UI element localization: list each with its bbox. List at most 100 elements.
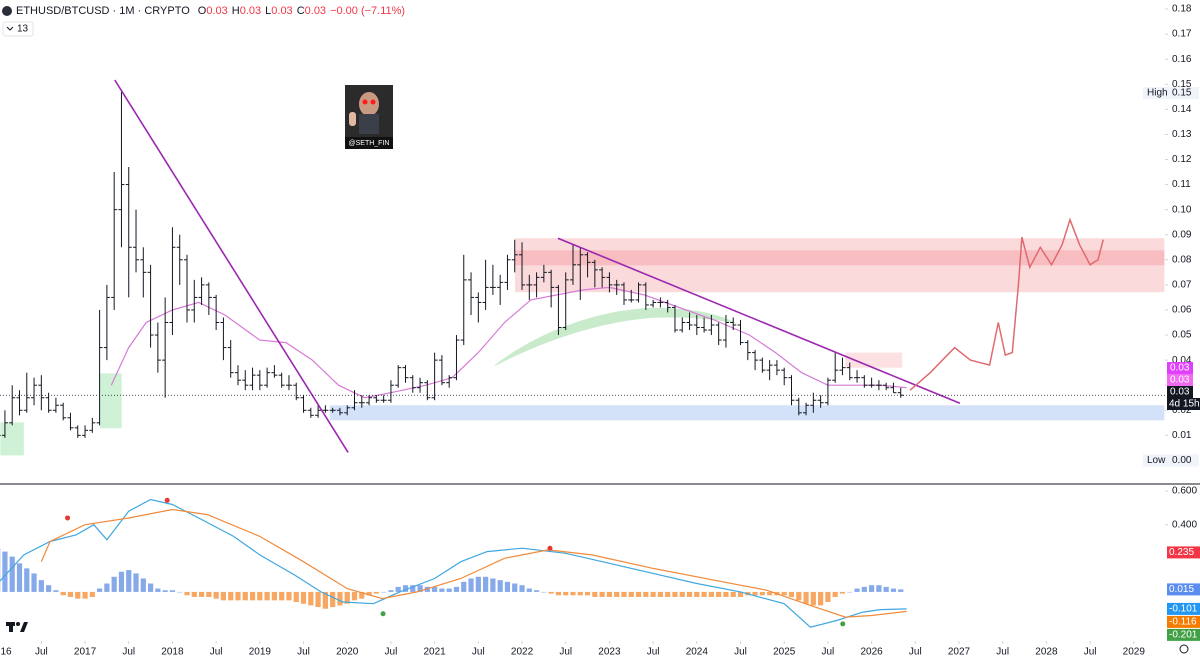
cross-marker: [380, 611, 386, 617]
y-tick-label: 0.05: [1172, 330, 1192, 341]
histogram-bar: [490, 578, 496, 592]
x-tick-label: 2017: [74, 647, 97, 658]
histogram-bar: [446, 588, 452, 592]
marker-box: [1143, 87, 1199, 100]
histogram-bar: [592, 591, 598, 597]
histogram-bar: [635, 591, 642, 597]
y-tick-label: 0.18: [1172, 4, 1192, 15]
histogram-bar: [818, 591, 824, 606]
histogram-bar: [264, 591, 270, 601]
histogram-bar: [796, 591, 802, 601]
price-label-box: [1167, 362, 1193, 374]
cloud: [495, 307, 738, 366]
histogram-bar: [657, 591, 663, 597]
histogram-bar: [679, 591, 685, 597]
settings-icon[interactable]: [1179, 644, 1189, 654]
thumbnail-suit: [359, 114, 379, 134]
legend-item: 0.03: [271, 5, 292, 17]
histogram-bar: [315, 591, 321, 608]
histogram-bar: [75, 591, 81, 599]
y-tick-label: 0.02: [1172, 405, 1192, 416]
x-tick-label: Jul: [559, 647, 572, 658]
histogram-bar: [832, 591, 838, 597]
indicator-toggle[interactable]: [2, 21, 34, 37]
trendline: [114, 79, 349, 453]
histogram-bar: [126, 570, 132, 592]
legend-item: 0.03: [305, 5, 326, 17]
indicator-label: -0.101: [1169, 604, 1198, 615]
histogram-bar: [577, 591, 583, 596]
histogram-bar: [723, 591, 729, 597]
indicator-count: 13: [17, 24, 29, 35]
histogram-bar: [665, 591, 671, 597]
x-tick-label: Jul: [210, 647, 223, 658]
histogram-bar: [9, 556, 15, 592]
histogram-bar: [402, 585, 409, 592]
indicator-label-box: [1167, 583, 1200, 596]
histogram-bar: [614, 591, 620, 597]
symbol-title: ETHUSD/BTCUSD · 1M · CRYPTO: [16, 5, 190, 17]
histogram-bar: [643, 591, 649, 597]
x-tick-label: Jul: [472, 647, 485, 658]
x-tick-label: 2027: [948, 647, 971, 658]
x-tick-label: 2018: [161, 647, 184, 658]
cross-marker: [65, 515, 71, 521]
legend-item: O: [198, 5, 207, 17]
y-tick-label: 0.600: [1172, 486, 1197, 497]
histogram-bar: [198, 591, 205, 597]
y-tick-label: 0.14: [1172, 104, 1192, 115]
histogram-bar: [650, 591, 656, 597]
histogram-bar: [410, 585, 416, 592]
histogram-bar: [191, 591, 197, 597]
y-tick-label: 0.04: [1172, 355, 1192, 366]
x-tick-label: 2022: [511, 647, 534, 658]
histogram-bar: [759, 591, 765, 596]
histogram-bar: [890, 588, 897, 592]
x-tick-label: 2028: [1035, 647, 1058, 658]
marker-label: High: [1147, 88, 1168, 99]
indicator-label: 0.015: [1169, 584, 1194, 595]
y-tick-label: 0.15: [1172, 79, 1192, 90]
histogram-bar: [344, 591, 350, 604]
thumbnail-caption-bg: [345, 137, 393, 149]
marker-label: Low: [1147, 455, 1166, 466]
marker-box: [1143, 454, 1199, 467]
histogram-bar: [526, 588, 532, 592]
histogram-bar: [104, 583, 110, 592]
macd-line: [40, 508, 907, 618]
histogram-bar: [694, 591, 700, 597]
symbol-icon: [2, 6, 12, 16]
histogram-bar: [16, 563, 23, 592]
x-tick-label: Jul: [996, 647, 1009, 658]
tv-logo: [6, 622, 28, 632]
histogram-bar: [24, 568, 30, 592]
ohlc-legend: O 0.03 H 0.03 L 0.03 C 0.03 −0.00 (−7.11%): [198, 5, 405, 17]
histogram-bar: [257, 591, 263, 601]
histogram-bar: [563, 591, 569, 596]
histogram-bar: [803, 591, 809, 604]
y-tick-label: 0.06: [1172, 305, 1192, 316]
histogram-bar: [439, 588, 445, 592]
histogram-bar: [67, 591, 74, 597]
histogram-bar: [533, 590, 540, 592]
zone: [515, 250, 1165, 266]
x-tick-label: Jul: [122, 647, 135, 658]
histogram-bar: [359, 591, 365, 599]
histogram-bar: [708, 591, 714, 597]
histogram-bar: [169, 590, 176, 592]
histogram-bar: [432, 586, 438, 592]
moving-average: [110, 286, 907, 399]
histogram-bar: [162, 590, 168, 592]
histogram-bar: [752, 591, 758, 596]
histogram-bar: [53, 590, 59, 592]
marker-value: 0.00: [1172, 455, 1192, 466]
histogram-bar: [60, 591, 66, 596]
x-tick-label: 2024: [686, 647, 709, 658]
histogram-bar: [373, 591, 379, 594]
price-label-box: [1167, 386, 1193, 398]
histogram-bar: [767, 591, 773, 596]
legend-item: H: [232, 5, 240, 17]
histogram-bar: [111, 576, 117, 592]
